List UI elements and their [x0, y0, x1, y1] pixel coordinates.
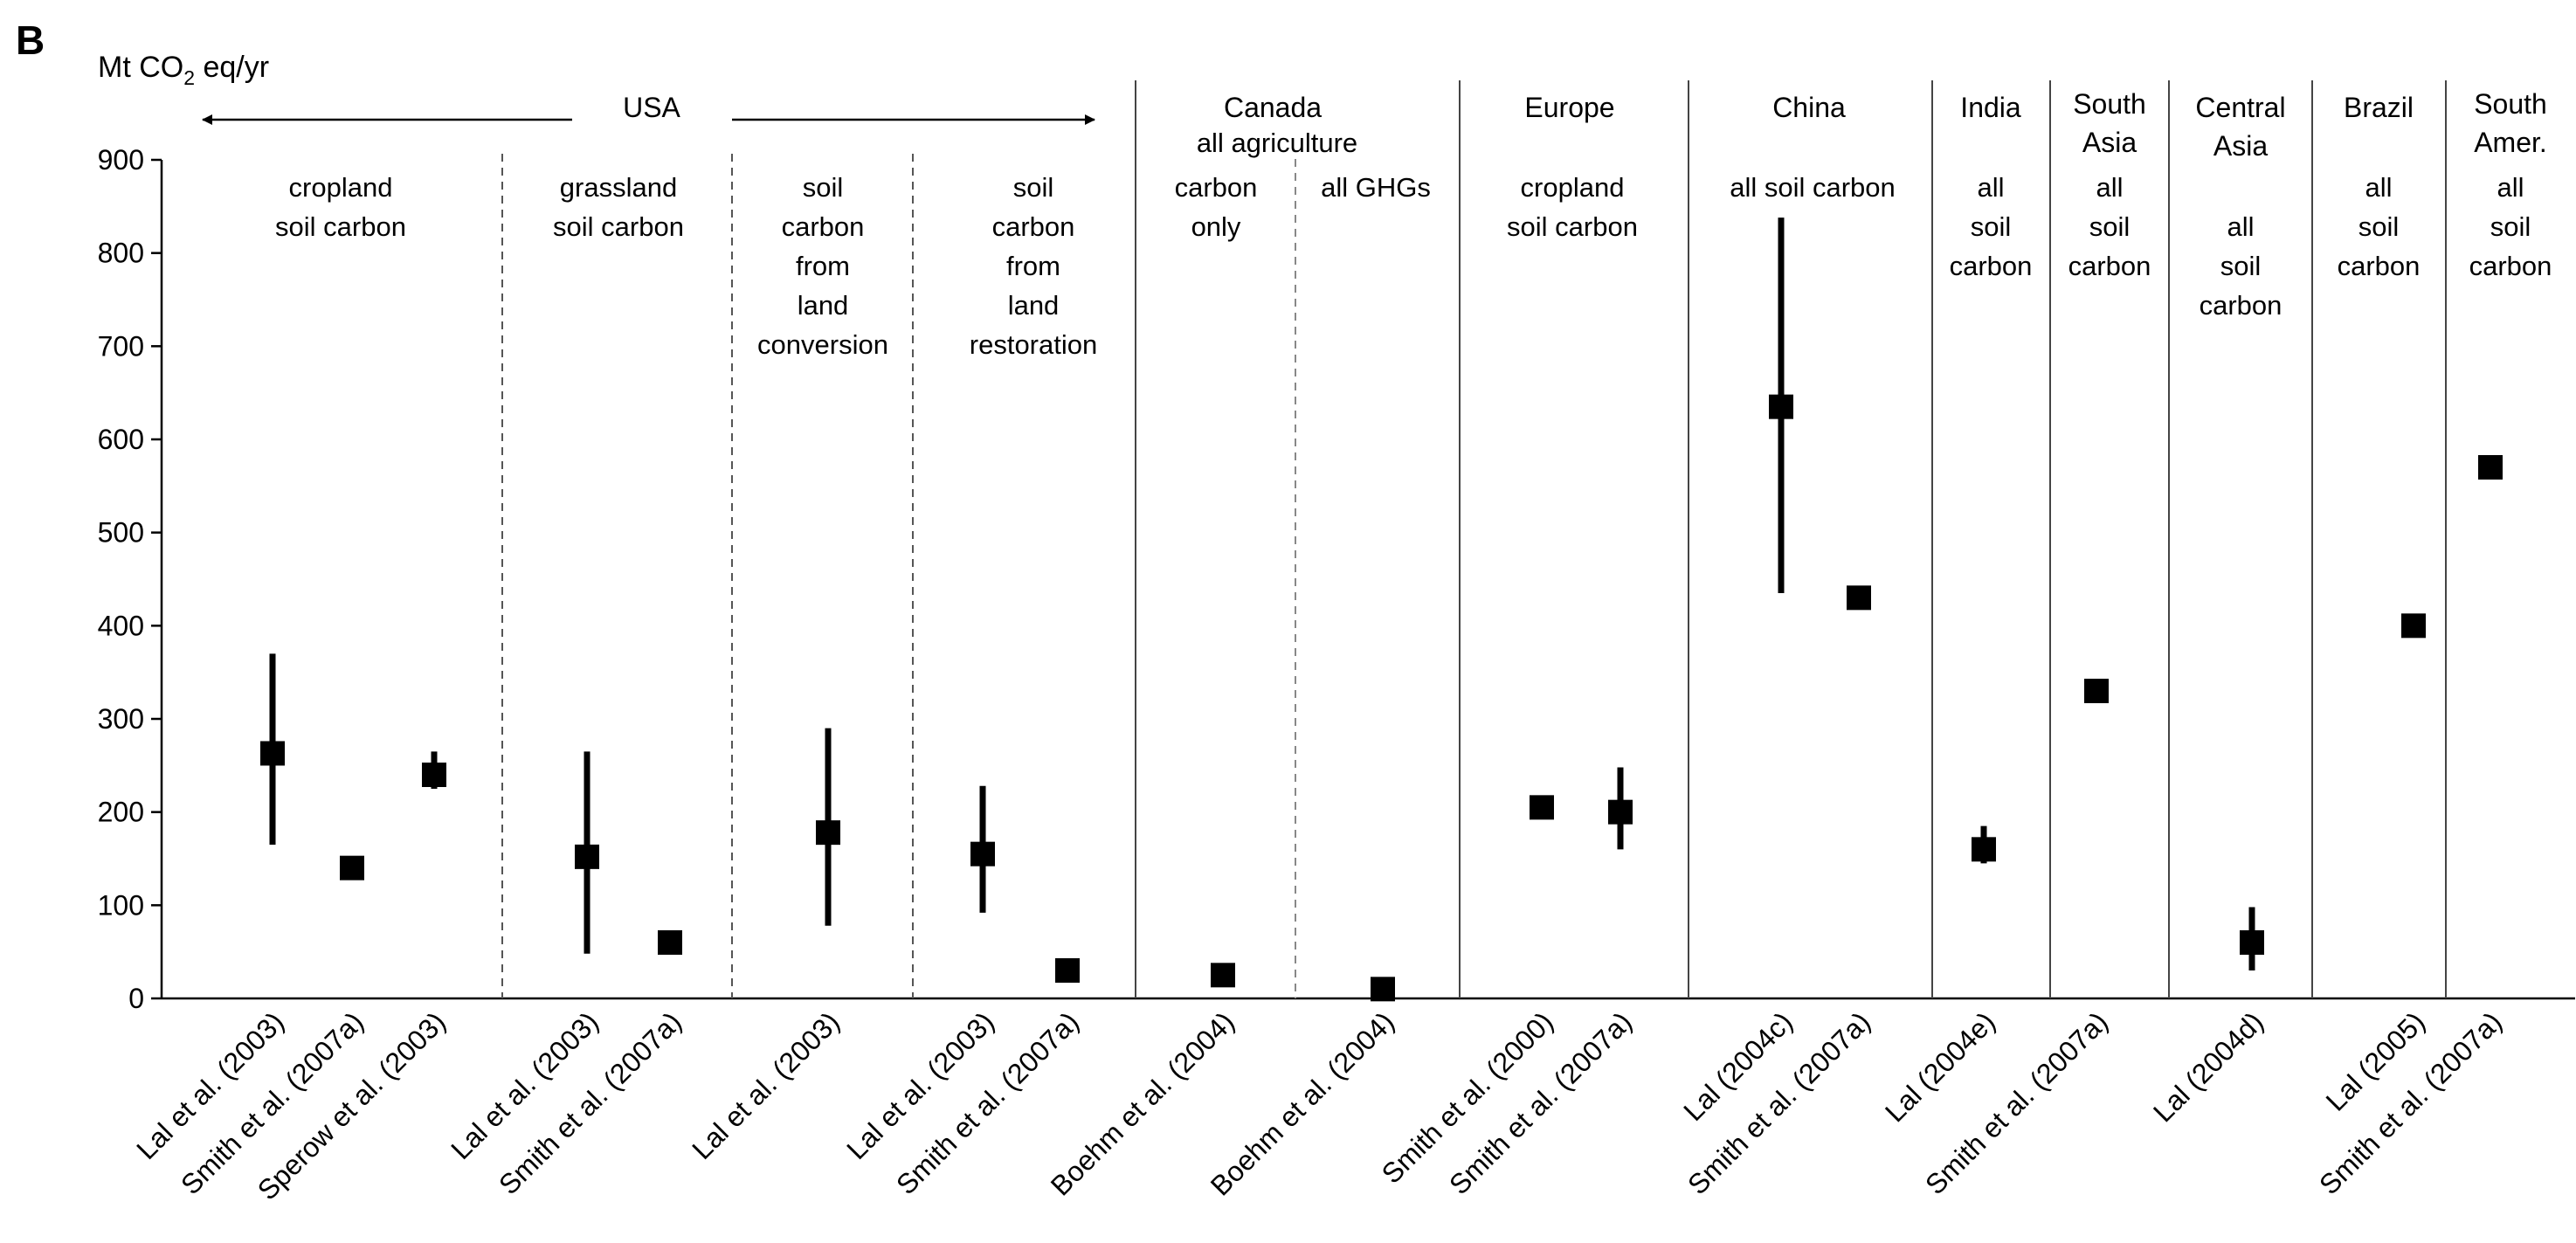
caption-usa-grassland: grassland soil carbon [553, 172, 684, 242]
data-point [1847, 585, 1871, 611]
region-south-amer: South Amer. [2474, 88, 2547, 158]
caption-south-amer: all soil carbon [2469, 172, 2552, 281]
data-point [2401, 613, 2426, 639]
group-captions: all agriculture cropland soil carbon grass… [275, 128, 2552, 360]
data-point [816, 820, 840, 846]
region-china: China [1772, 92, 1846, 123]
y-ticks: 0 100 200 300 400 500 600 700 800 900 [98, 144, 162, 1014]
data-point [1211, 963, 1235, 988]
x-category-label: Lal et al. (2003) [130, 1005, 290, 1165]
y-tick-label: 300 [98, 703, 144, 735]
data-point [658, 930, 682, 955]
data-point [1972, 837, 1996, 862]
caption-canada-all-ghgs: all GHGs [1321, 172, 1431, 203]
caption-india: all soil carbon [1950, 172, 2033, 281]
data-point [2240, 930, 2264, 955]
region-europe: Europe [1524, 92, 1614, 123]
data-point [1530, 795, 1554, 820]
caption-central-asia: all soil carbon [2200, 211, 2282, 321]
caption-china: all soil carbon [1730, 172, 1896, 203]
data-point [1769, 394, 1793, 419]
region-usa: USA [623, 92, 680, 123]
region-india: India [1960, 92, 2021, 123]
caption-south-asia: all soil carbon [2068, 172, 2151, 281]
data-point [2084, 679, 2109, 703]
data-point [260, 741, 285, 766]
caption-canada-all-agriculture: all agriculture [1197, 128, 1357, 158]
x-category-label: Boehm et al. (2004) [1205, 1005, 1400, 1201]
caption-usa-conversion: soil carbon from land conversion [757, 172, 888, 360]
region-canada: Canada [1224, 92, 1322, 123]
x-category-label: Lal et al. (2003) [840, 1005, 1000, 1165]
caption-europe: cropland soil carbon [1507, 172, 1638, 242]
y-tick-label: 900 [98, 144, 144, 176]
caption-canada-carbon-only: carbon only [1175, 172, 1258, 242]
x-labels: Lal et al. (2003)Smith et al. (2007a)Spe… [130, 1005, 2508, 1205]
data-point [422, 763, 446, 787]
data-point [970, 841, 995, 867]
x-category-label: Lal et al. (2003) [445, 1005, 604, 1165]
data-point [1608, 799, 1633, 825]
region-central-asia: Central Asia [2195, 92, 2285, 162]
y-tick-label: 100 [98, 889, 144, 921]
region-south-asia: South Asia [2073, 88, 2146, 158]
y-tick-label: 500 [98, 517, 144, 549]
y-tick-label: 400 [98, 610, 144, 641]
panel-label: B [16, 17, 45, 63]
y-tick-label: 200 [98, 797, 144, 828]
y-tick-label: 700 [98, 330, 144, 362]
x-category-label: Lal (2004e) [1879, 1005, 2001, 1128]
y-tick-label: 600 [98, 424, 144, 455]
data-point [1055, 958, 1080, 983]
caption-usa-restoration: soil carbon from land restoration [970, 172, 1097, 360]
dividers [501, 80, 2447, 998]
y-tick-label: 0 [128, 983, 144, 1014]
region-brazil: Brazil [2344, 92, 2414, 123]
y-axis-label: Mt CO2 eq/yr [98, 51, 269, 89]
region-headers: USA Canada Europe China India South Asia … [202, 88, 2547, 162]
data-point [575, 844, 599, 869]
x-category-label: Lal (2004d) [2147, 1005, 2269, 1128]
caption-usa-cropland: cropland soil carbon [275, 172, 406, 242]
data-point [1371, 977, 1395, 1002]
x-category-label: Smith et al. (2007a) [1919, 1005, 2114, 1200]
caption-brazil: all soil carbon [2338, 172, 2421, 281]
data-point [2478, 455, 2503, 480]
data-marks [260, 218, 2503, 1002]
y-tick-label: 800 [98, 238, 144, 269]
data-point [340, 855, 364, 880]
x-category-label: Lal et al. (2003) [686, 1005, 846, 1165]
